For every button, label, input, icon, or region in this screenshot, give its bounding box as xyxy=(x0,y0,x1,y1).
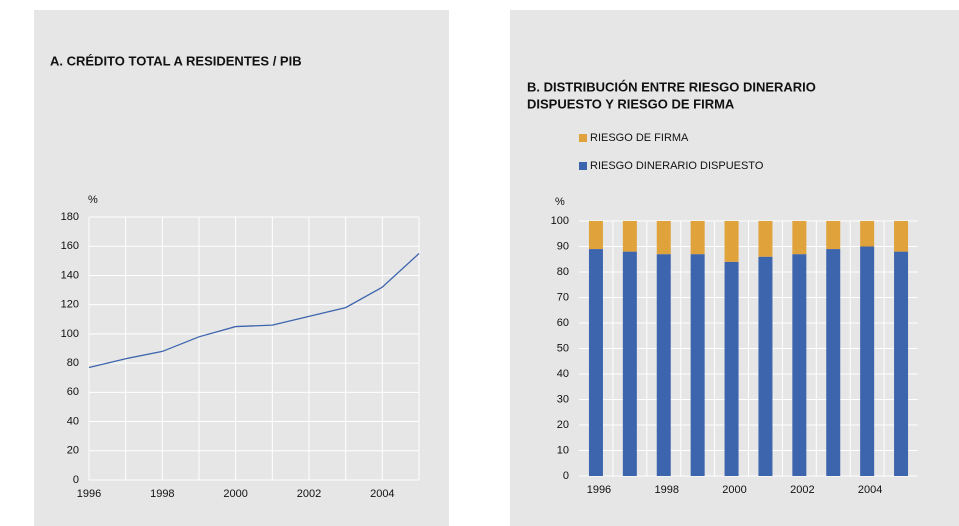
bar xyxy=(690,254,705,476)
x-tick-label: 1996 xyxy=(77,488,101,500)
bar xyxy=(588,249,603,476)
bar xyxy=(656,221,671,255)
bar xyxy=(588,221,603,250)
y-tick-label: 20 xyxy=(557,419,569,431)
bar xyxy=(622,251,637,476)
legend-label: RIESGO DINERARIO DISPUESTO xyxy=(590,160,764,172)
y-tick-label: 80 xyxy=(67,357,79,369)
bar xyxy=(792,221,807,255)
legend-swatch xyxy=(579,134,587,142)
x-tick-label: 2000 xyxy=(223,488,247,500)
bar xyxy=(860,221,875,247)
bar xyxy=(758,221,773,257)
x-tick-label: 2002 xyxy=(297,488,321,500)
chart-title: A. CRÉDITO TOTAL A RESIDENTES / PIB xyxy=(50,53,302,68)
y-tick-label: 0 xyxy=(563,470,569,482)
y-tick-label: 70 xyxy=(557,291,569,303)
bar xyxy=(894,221,909,252)
bar xyxy=(724,261,739,476)
x-tick-label: 1998 xyxy=(655,484,679,496)
y-axis-label: % xyxy=(88,194,98,206)
bar xyxy=(860,246,875,476)
y-tick-label: 50 xyxy=(557,342,569,354)
x-tick-label: 2002 xyxy=(790,484,814,496)
chart-title: B. DISTRIBUCIÓN ENTRE RIESGO DINERARIO xyxy=(527,79,816,94)
legend-swatch xyxy=(579,162,587,170)
y-tick-label: 180 xyxy=(61,211,79,223)
y-tick-label: 120 xyxy=(61,299,79,311)
bar xyxy=(690,221,705,255)
y-tick-label: 160 xyxy=(61,240,79,252)
x-tick-label: 2000 xyxy=(722,484,746,496)
y-tick-label: 100 xyxy=(551,215,569,227)
panel xyxy=(34,10,449,526)
y-tick-label: 90 xyxy=(557,240,569,252)
x-tick-label: 2004 xyxy=(370,488,394,500)
x-tick-label: 2004 xyxy=(858,484,882,496)
y-tick-label: 30 xyxy=(557,393,569,405)
bar xyxy=(758,256,773,476)
y-tick-label: 40 xyxy=(67,415,79,427)
y-tick-label: 140 xyxy=(61,269,79,281)
x-tick-label: 1996 xyxy=(587,484,611,496)
line xyxy=(88,253,420,369)
chart-title: DISPUESTO Y RIESGO DE FIRMA xyxy=(527,96,735,111)
bar xyxy=(826,249,841,476)
y-axis-label: % xyxy=(555,196,565,208)
bar xyxy=(894,251,909,476)
y-tick-label: 80 xyxy=(557,266,569,278)
y-tick-label: 60 xyxy=(67,386,79,398)
y-tick-label: 60 xyxy=(557,317,569,329)
y-tick-label: 40 xyxy=(557,368,569,380)
y-tick-label: 10 xyxy=(557,444,569,456)
x-tick-label: 1998 xyxy=(150,488,174,500)
y-tick-label: 20 xyxy=(67,445,79,457)
y-tick-label: 0 xyxy=(73,474,79,486)
y-tick-label: 100 xyxy=(61,328,79,340)
bar xyxy=(724,221,739,262)
bar xyxy=(656,254,671,476)
bar xyxy=(792,254,807,476)
legend-label: RIESGO DE FIRMA xyxy=(590,132,689,144)
bar xyxy=(826,221,841,250)
bar xyxy=(622,221,637,252)
